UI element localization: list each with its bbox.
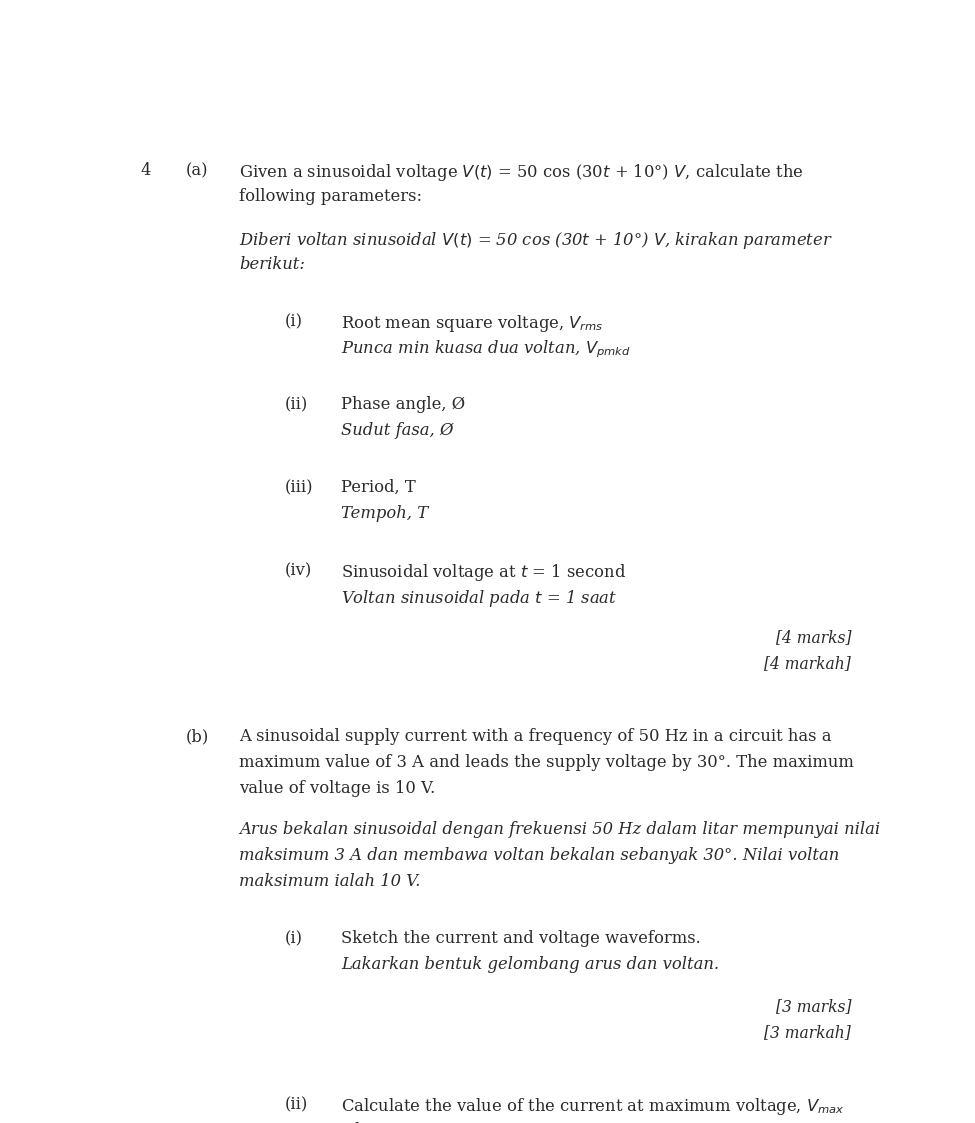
Text: Given a sinusoidal voltage $V(t)$ = 50 cos (30$t$ + 10°) $V$, calculate the: Given a sinusoidal voltage $V(t)$ = 50 c… (239, 163, 803, 183)
Text: (iv): (iv) (285, 562, 312, 579)
Text: A sinusoidal supply current with a frequency of 50 Hz in a circuit has a: A sinusoidal supply current with a frequ… (239, 728, 832, 745)
Text: [4 marks]: [4 marks] (775, 629, 851, 647)
Text: Phase angle, Ø: Phase angle, Ø (341, 396, 465, 413)
Text: following parameters:: following parameters: (239, 189, 422, 206)
Text: Root mean square voltage, $V_{rms}$: Root mean square voltage, $V_{rms}$ (341, 313, 604, 334)
Text: [3 marks]: [3 marks] (775, 997, 851, 1015)
Text: Lakarkan bentuk gelombang arus dan voltan.: Lakarkan bentuk gelombang arus dan volta… (341, 957, 720, 974)
Text: Tempoh, T: Tempoh, T (341, 505, 428, 522)
Text: (iii): (iii) (285, 478, 313, 496)
Text: berikut:: berikut: (239, 256, 305, 273)
Text: Sketch the current and voltage waveforms.: Sketch the current and voltage waveforms… (341, 930, 701, 948)
Text: (a): (a) (186, 163, 209, 180)
Text: Punca min kuasa dua voltan, $V_{pmkd}$: Punca min kuasa dua voltan, $V_{pmkd}$ (341, 339, 631, 360)
Text: (ii): (ii) (285, 396, 307, 413)
Text: maksimum 3 A dan membawa voltan bekalan sebanyak 30°. Nilai voltan: maksimum 3 A dan membawa voltan bekalan … (239, 847, 839, 865)
Text: Voltan sinusoidal pada $t$ = 1 saat: Voltan sinusoidal pada $t$ = 1 saat (341, 587, 617, 609)
Text: (i): (i) (285, 930, 302, 948)
Text: (i): (i) (285, 313, 302, 330)
Text: [4 markah]: [4 markah] (764, 656, 851, 673)
Text: Sudut fasa, Ø: Sudut fasa, Ø (341, 422, 453, 439)
Text: (ii): (ii) (285, 1096, 307, 1113)
Text: value of voltage is 10 V.: value of voltage is 10 V. (239, 779, 435, 797)
Text: Period, T: Period, T (341, 478, 415, 496)
Text: 4: 4 (140, 163, 151, 180)
Text: (b): (b) (186, 728, 210, 745)
Text: [3 markah]: [3 markah] (764, 1024, 851, 1041)
Text: Sinusoidal voltage at $t$ = 1 second: Sinusoidal voltage at $t$ = 1 second (341, 562, 626, 583)
Text: Arus bekalan sinusoidal dengan frekuensi 50 Hz dalam litar mempunyai nilai: Arus bekalan sinusoidal dengan frekuensi… (239, 821, 880, 839)
Text: Diberi voltan sinusoidal $V(t)$ = 50 cos (30$t$ + 10°) $V$, kirakan parameter: Diberi voltan sinusoidal $V(t)$ = 50 cos… (239, 230, 833, 250)
Text: maximum value of 3 A and leads the supply voltage by 30°. The maximum: maximum value of 3 A and leads the suppl… (239, 754, 854, 770)
Text: Calculate the value of the current at maximum voltage, $V_{max}$: Calculate the value of the current at ma… (341, 1096, 844, 1117)
Text: maksimum ialah 10 V.: maksimum ialah 10 V. (239, 874, 420, 891)
